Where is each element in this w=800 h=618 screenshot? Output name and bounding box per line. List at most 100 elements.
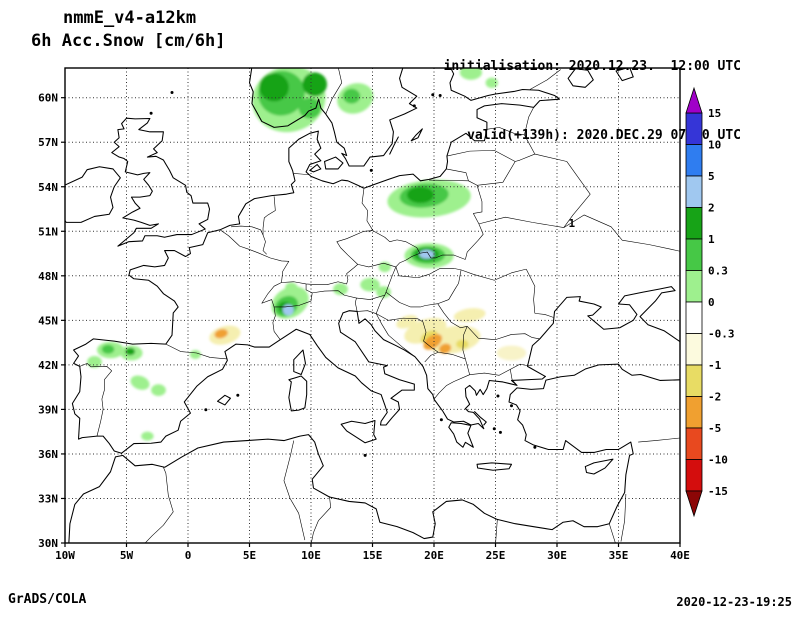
snow-patch: [485, 77, 499, 89]
country-border: [272, 306, 281, 340]
snow-patch: [423, 333, 443, 350]
island-dot: [438, 93, 442, 97]
country-border: [325, 68, 343, 115]
snow-patch: [141, 431, 154, 441]
coastline: [324, 156, 344, 170]
country-border: [534, 313, 554, 318]
lat-tick-label: 57N: [38, 136, 58, 149]
island-dot: [498, 430, 502, 434]
snow-patch: [406, 186, 434, 204]
lon-tick-label: 35E: [609, 549, 629, 562]
grads-credit: GrADS/COLA: [8, 592, 87, 607]
snow-patch: [459, 68, 482, 80]
colorbar-segment: [685, 396, 703, 429]
country-border: [460, 268, 527, 281]
lon-tick-label: 5E: [243, 549, 256, 562]
map-frame: [64, 67, 681, 544]
snow-patch: [360, 278, 380, 292]
lon-tick-label: 25E: [486, 549, 506, 562]
coastline: [526, 286, 680, 377]
country-border: [144, 467, 174, 543]
colorbar-label: -10: [708, 454, 728, 467]
page-title: nmmE_v4-a12km: [63, 8, 197, 28]
lat-tick-label: 42N: [38, 359, 58, 372]
country-border: [311, 496, 331, 543]
snow-patch: [87, 356, 102, 368]
country-border: [563, 214, 680, 252]
island-dot: [439, 418, 443, 422]
snow-patch: [130, 375, 150, 390]
island-dot: [533, 445, 537, 449]
snow-patch: [259, 73, 289, 102]
axis-labels: 10W 5W 0 5E 10E 15E 20E 25E 30E 35E 40E 30N 33N 36N 39…: [38, 92, 690, 562]
snow-patch: [419, 249, 435, 259]
country-border: [293, 173, 310, 176]
lat-tick-label: 30N: [38, 537, 58, 550]
lon-tick-label: 10W: [55, 549, 75, 562]
snow-patch: [439, 343, 452, 354]
colorbar-label: -5: [708, 422, 721, 435]
country-border: [638, 437, 680, 443]
country-border: [419, 251, 466, 260]
lat-tick-label: 39N: [38, 403, 58, 416]
coastline: [293, 349, 306, 376]
lat-tick-label: 48N: [38, 270, 58, 283]
snow-patch: [214, 329, 228, 339]
country-border: [420, 303, 438, 308]
country-border: [231, 225, 267, 255]
country-border: [219, 229, 290, 283]
lat-tick-label: 33N: [38, 492, 58, 505]
country-border: [437, 303, 468, 329]
country-border: [283, 440, 306, 541]
colorbar-label: 5: [708, 170, 715, 183]
contour-label: 1: [568, 217, 575, 230]
colorbar-arrow-top: [685, 86, 703, 114]
country-border: [486, 127, 525, 136]
colorbar-label: -2: [708, 391, 721, 404]
country-border: [262, 196, 276, 235]
lat-tick-label: 51N: [38, 225, 58, 238]
colorbar-arrow-bottom: [685, 490, 703, 518]
lon-tick-label: 40E: [670, 549, 690, 562]
country-border: [356, 292, 387, 300]
country-border: [422, 321, 439, 353]
lat-tick-label: 60N: [38, 92, 58, 105]
lon-tick-label: 0: [185, 549, 192, 562]
coastline: [567, 68, 594, 88]
island-dot: [236, 393, 240, 397]
colorbar-label: 0.3: [708, 265, 728, 278]
colorbar-label: -1: [708, 359, 722, 372]
coastline: [309, 163, 322, 173]
coastline: [288, 375, 308, 412]
coastline: [389, 136, 399, 155]
snow-patch: [302, 72, 327, 97]
snow-patch: [453, 308, 486, 323]
snow-patch: [151, 384, 166, 397]
country-border: [529, 69, 561, 90]
field-title: 6h Acc.Snow [cm/6h]: [31, 31, 226, 51]
grid-lines: [65, 68, 680, 543]
snow-patch: [285, 282, 298, 293]
country-border: [465, 180, 484, 260]
colorbar-label: 1: [708, 233, 715, 246]
lat-tick-label: 54N: [38, 181, 58, 194]
country-border: [261, 282, 313, 308]
snow-shading: [87, 68, 527, 441]
country-border: [398, 268, 462, 279]
island-dot: [170, 90, 174, 94]
coastline: [340, 420, 377, 444]
snow-patch: [333, 283, 348, 296]
colorbar-label: 2: [708, 202, 715, 215]
country-border: [534, 153, 591, 228]
colorbar-segment: [685, 333, 703, 366]
country-border: [281, 264, 358, 286]
country-border: [478, 216, 564, 228]
country-border: [385, 291, 421, 308]
island-dot: [363, 453, 367, 457]
snow-patch: [189, 349, 201, 359]
country-border: [608, 523, 616, 543]
colorbar-segment: [685, 112, 703, 145]
country-border: [510, 363, 533, 370]
colorbar-label: 0: [708, 296, 715, 309]
